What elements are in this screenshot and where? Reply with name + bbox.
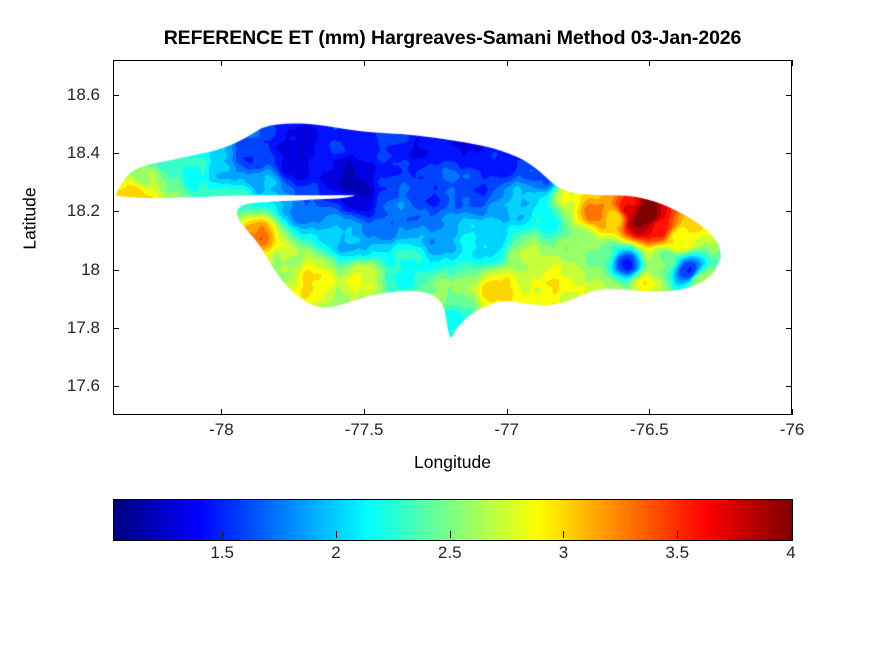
y-tick-label: 18.4 xyxy=(66,143,100,163)
y-tick-label: 17.6 xyxy=(66,375,100,395)
colorbar-tick-mark xyxy=(677,531,679,538)
colorbar-gradient xyxy=(113,499,793,541)
colorbar-tick-label: 2 xyxy=(331,543,341,562)
y-tick-label: 18.6 xyxy=(66,84,100,104)
x-tick-mark-top xyxy=(792,60,793,66)
colorbar-tick-mark xyxy=(791,531,792,538)
x-tick-label: -77 xyxy=(494,420,519,439)
y-tick-label: 17.8 xyxy=(66,317,100,337)
reference-et-heatmap xyxy=(114,61,791,414)
colorbar-tick-mark xyxy=(563,531,565,538)
y-tick-mark xyxy=(113,385,119,387)
x-tick-mark xyxy=(221,409,223,415)
colorbar-tick-mark xyxy=(449,531,451,538)
x-axis-label: Longitude xyxy=(414,452,491,472)
x-tick-mark-top xyxy=(506,60,508,66)
x-tick-mark-top xyxy=(221,60,223,66)
x-tick-label: -77.5 xyxy=(344,420,384,439)
colorbar-tick-label: 2.5 xyxy=(437,543,462,562)
page-title: REFERENCE ET (mm) Hargreaves-Samani Meth… xyxy=(163,27,742,49)
x-tick-mark xyxy=(792,409,793,415)
x-tick-label: -76.5 xyxy=(629,420,669,439)
y-axis-label: Latitude xyxy=(19,187,40,250)
x-tick-mark xyxy=(506,409,508,415)
x-tick-mark xyxy=(649,409,651,415)
map-axes xyxy=(113,60,792,415)
colorbar-tick-mark xyxy=(335,531,337,538)
y-tick-mark xyxy=(113,211,119,213)
colorbar-tick-label: 3.5 xyxy=(665,543,690,562)
y-tick-mark-right xyxy=(786,153,792,155)
colorbar-tick-label: 3 xyxy=(558,543,569,562)
y-tick-mark xyxy=(113,153,119,155)
y-tick-mark-right xyxy=(786,211,792,213)
x-tick-label: -76 xyxy=(779,420,805,439)
colorbar-tick-label: 1.5 xyxy=(210,543,235,562)
colorbar-tick-mark xyxy=(222,531,224,538)
y-tick-label: 18 xyxy=(81,259,100,279)
y-tick-mark-right xyxy=(786,327,792,329)
y-tick-mark-right xyxy=(786,94,792,96)
y-tick-label: 18.2 xyxy=(66,201,100,221)
y-tick-mark xyxy=(113,94,119,96)
colorbar xyxy=(113,499,793,541)
x-tick-mark-top xyxy=(649,60,651,66)
colorbar-tick-label: 4 xyxy=(786,543,796,562)
x-tick-mark-top xyxy=(364,60,366,66)
y-tick-mark xyxy=(113,327,119,329)
x-tick-label: -78 xyxy=(209,420,234,439)
y-tick-mark-right xyxy=(786,269,792,271)
y-tick-mark-right xyxy=(786,385,792,387)
y-tick-mark xyxy=(113,269,119,271)
x-tick-mark xyxy=(364,409,366,415)
